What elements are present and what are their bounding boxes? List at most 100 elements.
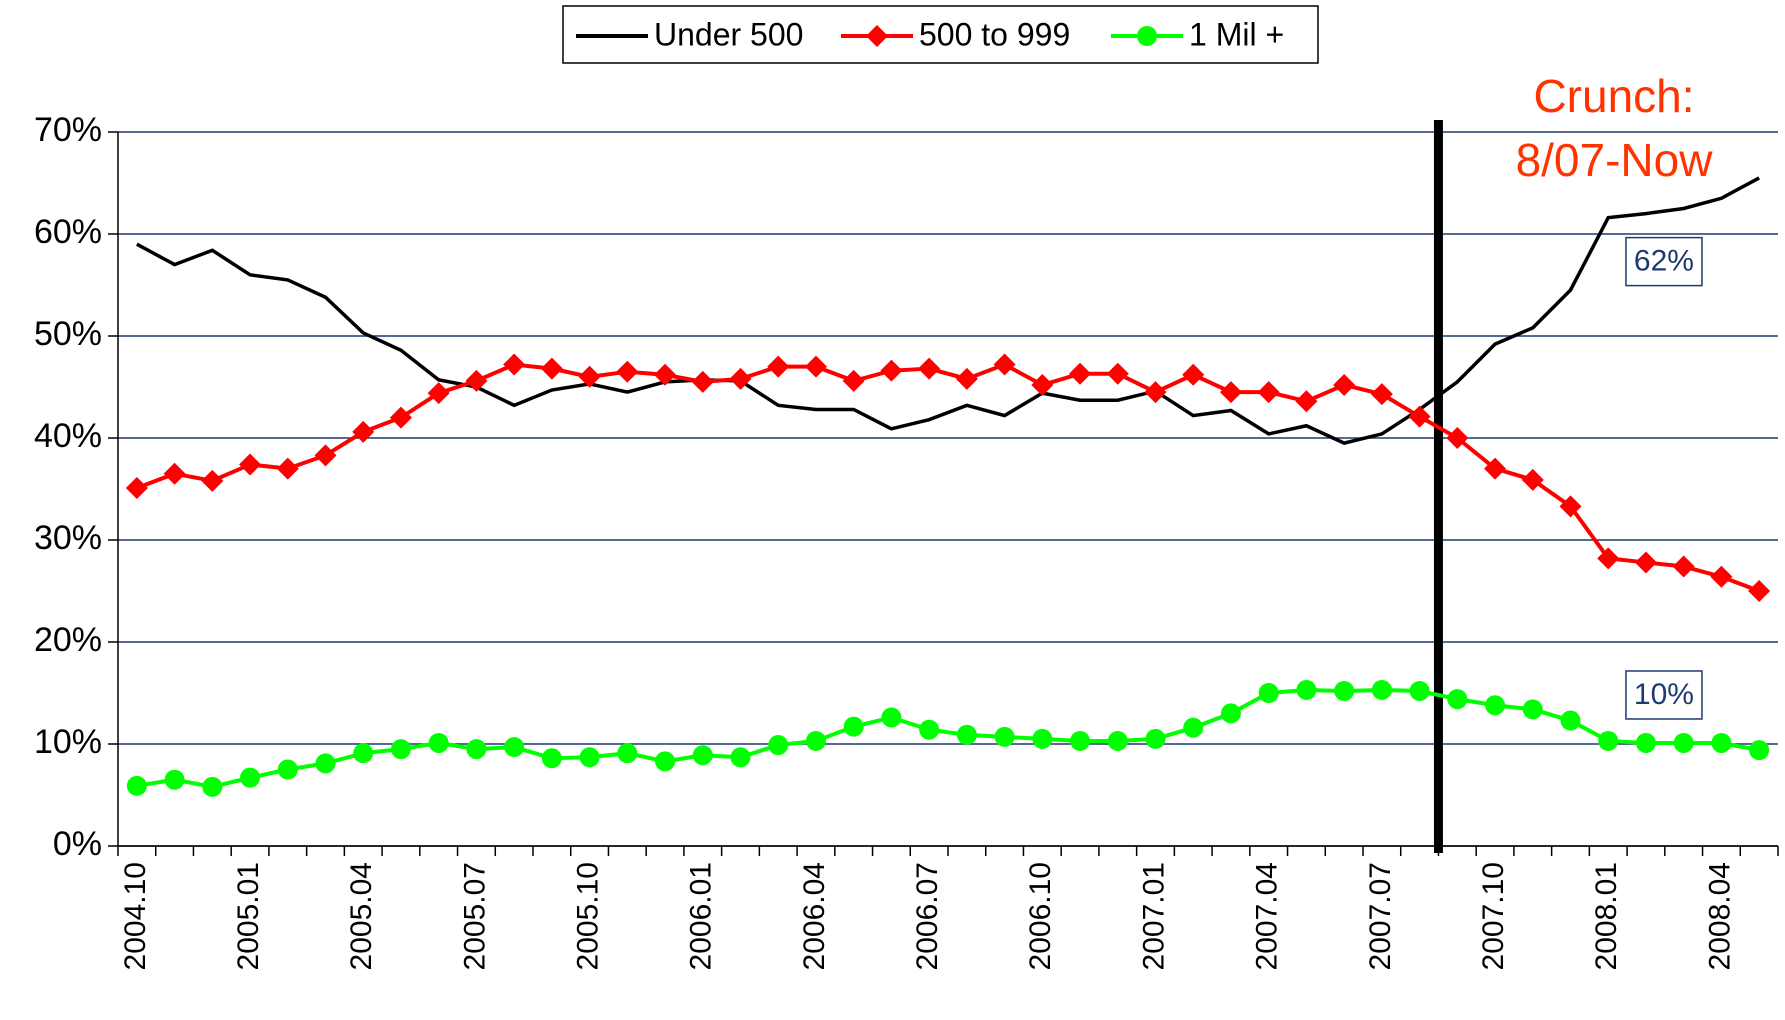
marker [1522,699,1543,720]
marker [541,748,562,769]
marker [1598,730,1619,751]
marker [125,476,148,499]
marker [240,767,261,788]
marker [1597,547,1620,570]
marker [504,737,525,758]
marker [353,743,374,764]
marker [804,355,827,378]
x-tick-label: 2007.04 [1251,862,1284,970]
legend-box [562,5,1319,64]
x-tick-label: 2005.07 [458,862,491,970]
marker [1258,683,1279,703]
marker [880,359,903,382]
x-tick-label: 2006.01 [685,862,718,970]
marker [1333,373,1356,396]
marker [955,367,978,390]
marker [1334,680,1355,701]
marker [1560,710,1581,731]
marker [1220,703,1241,724]
marker [164,769,185,790]
value-label: 10% [1634,678,1694,711]
marker [201,469,224,492]
marker [315,753,336,774]
legend-label: 500 to 999 [919,16,1070,52]
marker [1635,732,1656,753]
marker [126,775,147,796]
marker [1559,495,1582,518]
marker [1106,362,1129,385]
legend: Under 500 500 to 999 1 Mil + [562,5,1319,64]
marker [1673,732,1694,753]
x-tick-label: 2008.04 [1703,862,1736,970]
marker [1371,679,1392,700]
marker [1711,732,1732,753]
marker [1144,381,1167,404]
marker [691,370,714,393]
marker [655,751,676,772]
marker [465,369,488,392]
marker [692,745,713,766]
marker [842,369,865,392]
marker [1672,555,1695,578]
marker [1370,383,1393,406]
value-label: 62% [1634,245,1694,278]
y-tick-label: 60% [34,213,102,251]
marker [994,726,1015,747]
marker [578,365,601,388]
legend-marker [866,25,888,47]
marker [881,707,902,728]
marker [1749,740,1770,761]
marker [276,457,299,480]
marker [843,716,864,737]
value-label-box [1625,236,1703,287]
x-tick-label: 2006.10 [1024,862,1057,970]
marker [956,724,977,745]
marker [540,357,563,380]
annotation: 8/07-Now [1516,134,1714,186]
marker [1145,728,1166,749]
marker [1031,373,1054,396]
marker [239,453,262,476]
x-tick-label: 2006.07 [911,862,944,970]
marker [390,739,411,760]
x-tick-label: 2007.10 [1477,862,1510,970]
annotation: Crunch: [1533,70,1694,122]
marker [1710,565,1733,588]
marker [1182,363,1205,386]
marker [918,357,941,380]
marker [1409,680,1430,701]
marker [805,730,826,751]
marker [1634,551,1657,574]
marker [163,462,186,485]
marker [1295,390,1318,413]
marker [730,747,751,768]
x-tick-label: 2006.04 [798,862,831,970]
y-tick-label: 20% [34,621,102,659]
y-tick-label: 30% [34,519,102,557]
marker [1183,717,1204,738]
marker [352,420,375,443]
series-line [136,687,1760,789]
marker [1748,580,1771,602]
x-tick-label: 2007.01 [1137,862,1170,970]
marker [1107,730,1128,751]
marker [767,355,790,378]
y-tick-label: 0% [53,825,102,863]
marker [202,776,223,797]
marker [1296,679,1317,700]
marker [579,747,600,768]
marker [1484,457,1507,480]
marker [1485,695,1506,716]
value-label-box [1625,670,1703,720]
marker [1521,468,1544,491]
marker [1408,405,1431,428]
legend-label: 1 Mil + [1189,16,1284,52]
marker [1257,381,1280,404]
marker [616,360,639,383]
marker [768,735,789,756]
legend-marker [1137,26,1157,46]
y-tick-label: 40% [34,417,102,455]
marker [1219,381,1242,404]
marker [1032,728,1053,749]
